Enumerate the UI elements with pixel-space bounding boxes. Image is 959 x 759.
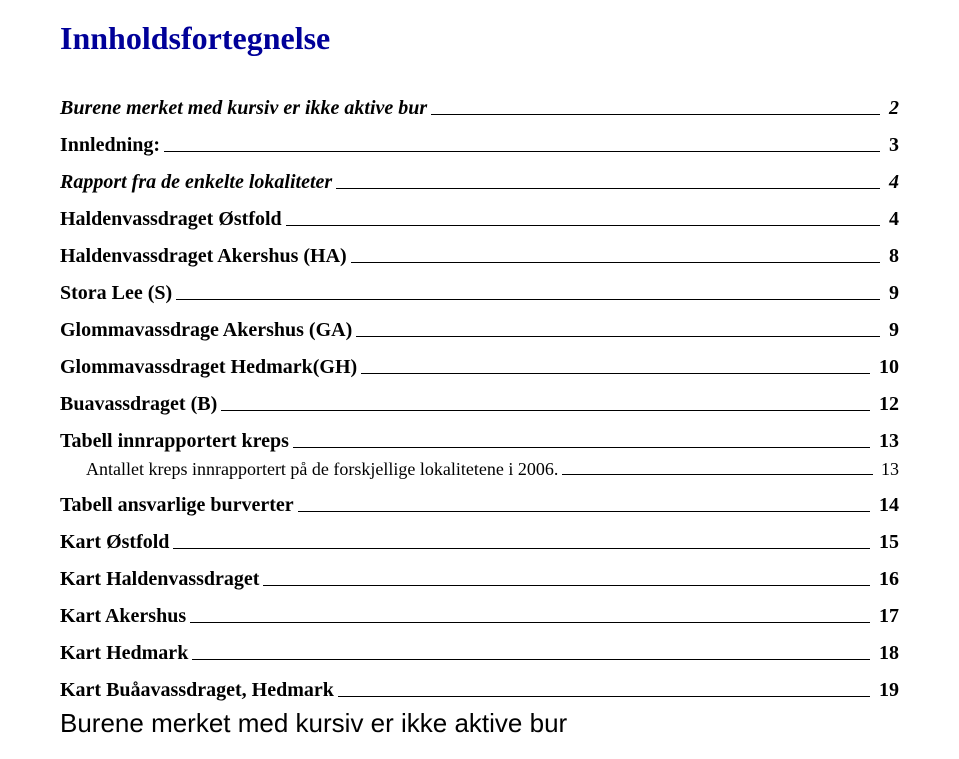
toc-leader-line bbox=[356, 336, 880, 337]
toc-row: Burene merket med kursiv er ikke aktive … bbox=[60, 97, 899, 120]
toc-leader-line bbox=[351, 262, 880, 263]
toc-row: Kart Hedmark 18 bbox=[60, 642, 899, 665]
toc-row: Stora Lee (S) 9 bbox=[60, 282, 899, 305]
toc-page-number: 15 bbox=[874, 531, 899, 554]
page-title: Innholdsfortegnelse bbox=[60, 20, 899, 57]
toc-leader-line bbox=[173, 548, 870, 549]
toc-leader-line bbox=[298, 511, 870, 512]
toc-label: Glommavassdraget Hedmark(GH) bbox=[60, 356, 357, 379]
toc-list: Burene merket med kursiv er ikke aktive … bbox=[60, 97, 899, 702]
toc-page-number: 4 bbox=[884, 171, 899, 194]
toc-label: Tabell innrapportert kreps bbox=[60, 430, 289, 453]
toc-leader-line bbox=[338, 696, 870, 697]
toc-label: Kart Hedmark bbox=[60, 642, 188, 665]
toc-page-number: 14 bbox=[874, 494, 899, 517]
toc-leader-line bbox=[562, 474, 872, 475]
toc-page-number: 4 bbox=[884, 208, 899, 231]
toc-page-number: 16 bbox=[874, 568, 899, 591]
toc-page-number: 10 bbox=[874, 356, 899, 379]
toc-label: Tabell ansvarlige burverter bbox=[60, 494, 294, 517]
toc-row: Haldenvassdraget Østfold 4 bbox=[60, 208, 899, 231]
toc-row: Kart Haldenvassdraget 16 bbox=[60, 568, 899, 591]
toc-leader-line bbox=[286, 225, 880, 226]
toc-row: Tabell ansvarlige burverter 14 bbox=[60, 494, 899, 517]
toc-leader-line bbox=[361, 373, 870, 374]
toc-label: Buavassdraget (B) bbox=[60, 393, 217, 416]
toc-label: Stora Lee (S) bbox=[60, 282, 172, 305]
toc-leader-line bbox=[431, 114, 880, 115]
footer-text: Burene merket med kursiv er ikke aktive … bbox=[60, 708, 899, 739]
toc-row: Rapport fra de enkelte lokaliteter 4 bbox=[60, 171, 899, 194]
toc-page-number: 3 bbox=[884, 134, 899, 157]
toc-page-number: 13 bbox=[877, 459, 900, 480]
toc-leader-line bbox=[176, 299, 880, 300]
toc-leader-line bbox=[293, 447, 870, 448]
toc-row: Kart Østfold 15 bbox=[60, 531, 899, 554]
toc-page-number: 17 bbox=[874, 605, 899, 628]
toc-leader-line bbox=[192, 659, 870, 660]
toc-page-number: 2 bbox=[884, 97, 899, 120]
toc-row: Tabell innrapportert kreps 13 bbox=[60, 430, 899, 453]
toc-leader-line bbox=[263, 585, 870, 586]
toc-row: Antallet kreps innrapportert på de forsk… bbox=[60, 459, 899, 480]
toc-row: Kart Akershus 17 bbox=[60, 605, 899, 628]
toc-page-number: 9 bbox=[884, 282, 899, 305]
toc-page-number: 12 bbox=[874, 393, 899, 416]
toc-leader-line bbox=[221, 410, 870, 411]
toc-page-number: 13 bbox=[874, 430, 899, 453]
toc-page-number: 18 bbox=[874, 642, 899, 665]
toc-label: Kart Haldenvassdraget bbox=[60, 568, 259, 591]
toc-label: Innledning: bbox=[60, 134, 160, 157]
toc-row: Kart Buåavassdraget, Hedmark 19 bbox=[60, 679, 899, 702]
toc-page-number: 9 bbox=[884, 319, 899, 342]
toc-label: Kart Buåavassdraget, Hedmark bbox=[60, 679, 334, 702]
toc-label: Antallet kreps innrapportert på de forsk… bbox=[86, 459, 558, 480]
page: Innholdsfortegnelse Burene merket med ku… bbox=[0, 0, 959, 759]
toc-label: Kart Østfold bbox=[60, 531, 169, 554]
toc-leader-line bbox=[164, 151, 880, 152]
toc-page-number: 19 bbox=[874, 679, 899, 702]
toc-label: Rapport fra de enkelte lokaliteter bbox=[60, 171, 332, 194]
toc-label: Haldenvassdraget Østfold bbox=[60, 208, 282, 231]
toc-label: Glommavassdrage Akershus (GA) bbox=[60, 319, 352, 342]
toc-row: Glommavassdraget Hedmark(GH) 10 bbox=[60, 356, 899, 379]
toc-label: Haldenvassdraget Akershus (HA) bbox=[60, 245, 347, 268]
toc-label: Burene merket med kursiv er ikke aktive … bbox=[60, 97, 427, 120]
toc-label: Kart Akershus bbox=[60, 605, 186, 628]
toc-leader-line bbox=[190, 622, 870, 623]
toc-leader-line bbox=[336, 188, 880, 189]
toc-page-number: 8 bbox=[884, 245, 899, 268]
toc-row: Buavassdraget (B) 12 bbox=[60, 393, 899, 416]
toc-row: Glommavassdrage Akershus (GA) 9 bbox=[60, 319, 899, 342]
toc-row: Haldenvassdraget Akershus (HA) 8 bbox=[60, 245, 899, 268]
toc-row: Innledning: 3 bbox=[60, 134, 899, 157]
